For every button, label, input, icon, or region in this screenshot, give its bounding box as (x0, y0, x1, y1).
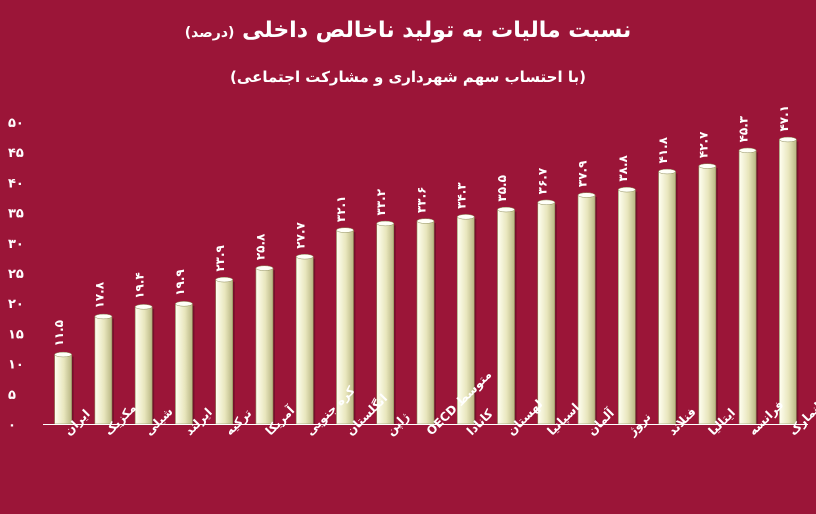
bar (54, 354, 72, 425)
y-tick-label: ۱۰ (8, 358, 24, 373)
bar-cap (215, 276, 233, 283)
bar-cap (134, 304, 153, 310)
bar-cap (376, 220, 394, 227)
value-label: ۱۷.۸ (92, 281, 106, 308)
value-label: ۳۴.۳ (455, 182, 469, 209)
y-tick-label: ۵۰ (8, 116, 24, 131)
value-label: ۴۷.۱ (777, 105, 791, 132)
bar-cap (54, 351, 72, 358)
y-tick-label: ۲۰ (8, 297, 24, 312)
bar (255, 267, 274, 425)
value-label: ۱۹.۴ (133, 272, 147, 299)
bar-cap (738, 147, 757, 154)
value-label: ۲۵.۸ (253, 233, 267, 260)
bar-cap (577, 192, 596, 198)
bar-cap (255, 265, 274, 271)
chart-subtitle: (با احتساب سهم شهرداری و مشارکت اجتماعی) (230, 68, 586, 86)
value-label: ۳۷.۹ (576, 160, 590, 187)
bar (175, 303, 193, 425)
bar-cap (497, 206, 515, 213)
bar (215, 279, 233, 425)
value-label: ۲۳.۹ (213, 244, 227, 271)
value-label: ۳۵.۵ (495, 175, 509, 202)
y-tick-label: ۴۵ (8, 146, 24, 161)
value-label: ۴۵.۳ (737, 115, 751, 142)
bar-cap (295, 254, 314, 260)
bar-cap (416, 218, 435, 224)
bar (134, 306, 153, 425)
y-tick-label: ۳۰ (8, 237, 24, 252)
bar-cap (537, 199, 556, 205)
bar (779, 139, 797, 425)
bar (577, 194, 596, 425)
bar-cap (658, 168, 676, 175)
value-label: ۳۸.۸ (616, 154, 630, 181)
bar-cap (618, 186, 636, 193)
y-axis-tick-labels: ۰ ۵ ۱۰ ۱۵ ۲۰ ۲۵ ۳۰ ۳۵ ۴۰ ۴۵ ۵۰ (8, 116, 24, 433)
value-label: ۳۳.۲ (374, 188, 388, 215)
value-label: ۲۷.۷ (294, 221, 308, 248)
bar-cap (457, 214, 475, 220)
bars (54, 136, 799, 425)
value-label: ۴۲.۷ (696, 131, 710, 158)
bar (416, 220, 435, 425)
bar-cap (94, 313, 113, 320)
bar-cap (779, 136, 797, 143)
value-label: ۳۳.۶ (415, 187, 429, 214)
bar (94, 316, 113, 425)
value-label: ۳۲.۱ (334, 196, 348, 223)
bar (738, 150, 757, 425)
bar (295, 256, 314, 425)
chart-title-unit: (درصد) (184, 25, 235, 41)
bar (698, 165, 717, 425)
value-labels: ۱۱.۵ ۱۷.۸ ۱۹.۴ ۱۹.۹ ۲۳.۹ ۲۵.۸ ۲۷.۷ ۳۲.۱ ۳۳.۲ ۳۳.۶… (52, 105, 791, 347)
y-tick-label: ۰ (8, 418, 16, 433)
y-tick-label: ۱۵ (8, 327, 24, 342)
value-label: ۱۱.۵ (52, 320, 66, 347)
y-tick-label: ۴۰ (8, 176, 24, 191)
y-tick-label: ۵ (8, 388, 16, 403)
value-label: ۳۶.۷ (535, 167, 549, 194)
bar-cap (698, 163, 717, 169)
bar-cap (175, 301, 193, 307)
chart-title: نسبت مالیات به تولید ناخالص داخلی (درصد) (184, 18, 632, 43)
bar (497, 209, 515, 425)
bar (537, 202, 556, 425)
bar (658, 171, 676, 425)
bar-cap (336, 227, 354, 233)
bar (618, 189, 636, 425)
value-label: ۴۱.۸ (656, 136, 670, 163)
value-label: ۱۹.۹ (173, 269, 187, 296)
y-tick-label: ۳۵ (8, 207, 24, 222)
y-tick-label: ۲۵ (8, 267, 24, 282)
